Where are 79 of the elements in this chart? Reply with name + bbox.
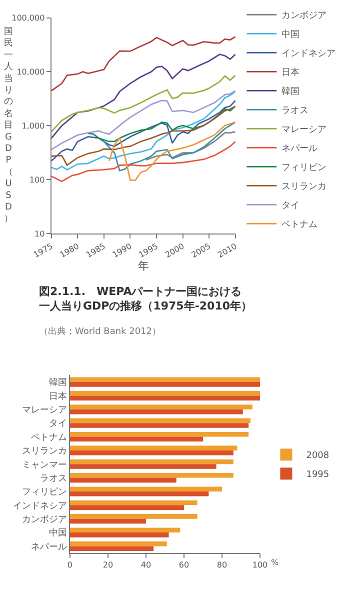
y-tick-label: スリランカ xyxy=(22,446,68,457)
bar xyxy=(70,396,260,401)
bar xyxy=(70,446,238,450)
x-axis-title: % xyxy=(271,558,279,567)
bar xyxy=(70,432,249,437)
x-tick-label: 80 xyxy=(216,560,228,570)
bar xyxy=(70,382,260,387)
bar xyxy=(70,377,260,382)
bar xyxy=(70,473,234,478)
y-tick-label: ネパール xyxy=(31,542,68,552)
x-axis-title: 年 xyxy=(138,260,149,273)
bar xyxy=(70,464,216,469)
legend-label: フィリピン xyxy=(282,162,327,174)
legend-label: ネパール xyxy=(282,144,318,154)
bar xyxy=(70,459,234,464)
line-series xyxy=(51,54,236,140)
y-tick-label: 1,000 xyxy=(22,122,45,131)
bar xyxy=(70,491,209,496)
y-tick-label: 日本 xyxy=(49,390,68,402)
legend-label: 2008 xyxy=(306,451,330,462)
bar xyxy=(70,546,154,551)
x-tick-label: 60 xyxy=(178,560,190,570)
y-tick-label: 10,000 xyxy=(16,68,45,77)
bar xyxy=(70,418,250,424)
bar xyxy=(70,518,146,524)
line-series xyxy=(98,122,236,172)
bar xyxy=(70,436,203,442)
bar xyxy=(70,390,260,396)
legend-label: ラオス xyxy=(282,106,309,116)
x-tick-label: 20 xyxy=(102,560,114,570)
legend-label: 韓国 xyxy=(282,86,300,98)
x-tick-label: 40 xyxy=(140,560,152,570)
line-series xyxy=(145,131,236,161)
y-tick-label: ラオス xyxy=(40,474,68,484)
bar xyxy=(70,450,234,456)
bar xyxy=(70,404,252,410)
line-series xyxy=(51,90,236,150)
bar xyxy=(70,486,222,492)
legend-label: ベトナム xyxy=(282,220,318,230)
bar xyxy=(70,514,198,519)
line-series xyxy=(51,74,236,133)
y-tick-label: マレーシア xyxy=(22,406,68,416)
y-tick-label: 韓国 xyxy=(49,377,68,388)
bar xyxy=(70,505,184,510)
text: 図2.1.1. WEPAパートナー国における一人当りGDPの推移（1975年-2010年） xyxy=(39,285,252,312)
x-tick-label: 100 xyxy=(252,560,268,570)
y-tick-label: インドネシア xyxy=(13,501,68,512)
y-tick-label: 100 xyxy=(29,175,45,184)
y-tick-label: 100,000 xyxy=(12,14,45,23)
x-tick-label: 0 xyxy=(67,560,73,570)
legend-label: カンボジア xyxy=(282,10,327,22)
bar xyxy=(70,528,180,533)
y-tick-label: 10 xyxy=(34,229,45,238)
legend-label: インドネシア xyxy=(282,49,336,60)
legend-label: 中国 xyxy=(282,29,300,40)
y-tick-label: 中国 xyxy=(49,528,68,539)
bar xyxy=(70,478,176,483)
line-series xyxy=(108,122,236,181)
y-tick-label: タイ xyxy=(49,419,68,430)
bar xyxy=(70,532,169,538)
y-tick-label: ベトナム xyxy=(31,432,68,443)
line-series xyxy=(51,140,236,182)
text: （出典：World Bank 2012） xyxy=(39,326,162,337)
line-series xyxy=(87,105,236,142)
bar xyxy=(70,423,249,428)
legend-label: 日本 xyxy=(282,67,300,78)
line-series xyxy=(51,36,236,92)
legend-label: 1995 xyxy=(306,470,330,480)
legend-label: マレーシア xyxy=(282,125,327,136)
legend-label: タイ xyxy=(282,201,300,212)
y-tick-label: フィリピン xyxy=(22,486,68,498)
legend-label: スリランカ xyxy=(282,182,327,192)
bar xyxy=(70,541,167,546)
y-tick-label: ミャンマー xyxy=(22,460,68,470)
text: 国民一人当りの名目GDP（USD） xyxy=(4,27,13,224)
y-tick-label: カンボジア xyxy=(22,514,68,525)
bar xyxy=(70,409,243,414)
bar xyxy=(70,500,198,506)
line-series xyxy=(51,90,236,170)
